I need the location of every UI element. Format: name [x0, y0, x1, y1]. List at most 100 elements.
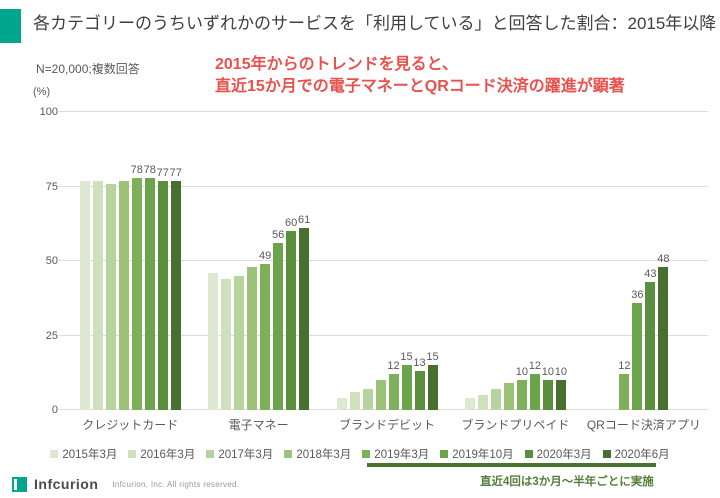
- bar-value-label: 13: [413, 357, 426, 370]
- legend-marker: [50, 450, 59, 458]
- bar-value-label: 12: [528, 360, 542, 373]
- bar-slot: 12: [528, 112, 542, 410]
- gridline: [59, 111, 708, 112]
- bar: [349, 392, 360, 410]
- category-label: 電子マネー: [228, 418, 289, 432]
- bar: [658, 266, 669, 410]
- bar: [247, 266, 258, 410]
- bar: [645, 281, 656, 410]
- y-axis-tick-label: 50: [45, 255, 58, 267]
- bar-value-label: 77: [169, 166, 182, 179]
- x-axis: クレジットカード 電子マネー ブランドデビット ブランドプリペイド QRコード決済アプリ: [66, 416, 708, 433]
- bar-value-label: 60: [284, 217, 298, 230]
- bar: [208, 272, 219, 410]
- bar: [299, 228, 310, 410]
- bar: [490, 389, 501, 410]
- bar-value-label: 56: [271, 229, 285, 242]
- y-axis-tick-label: 100: [39, 106, 58, 118]
- bar: [401, 365, 412, 410]
- bar: [555, 380, 566, 410]
- bar-value-label: 12: [618, 360, 631, 373]
- legend-item: 2015年3月: [50, 446, 117, 462]
- bar-group: 49 56 60 61: [194, 112, 322, 410]
- bar: [144, 177, 155, 410]
- legend-marker: [362, 450, 371, 458]
- legend-item: 2016年3月: [128, 446, 195, 462]
- bar-slot: 77: [156, 112, 169, 410]
- bar-slot: 15: [426, 112, 439, 410]
- bar-value-label: 49: [258, 249, 272, 262]
- legend-label: 2020年6月: [614, 449, 670, 461]
- bar-value-label: 15: [426, 351, 439, 364]
- bar: [632, 302, 643, 410]
- bar-value-label: 10: [554, 366, 568, 379]
- title-accent-square: [0, 9, 21, 43]
- bar: [273, 243, 284, 410]
- bar-value-label: 15: [400, 351, 413, 364]
- bar-slot: [349, 112, 360, 410]
- legend-label: 2016年3月: [140, 449, 196, 461]
- legend-item: 2017年3月: [206, 446, 273, 462]
- bar-value-label: 78: [143, 163, 156, 176]
- bar: [414, 371, 425, 410]
- legend-marker: [524, 450, 533, 458]
- bar: [221, 278, 232, 410]
- legend-marker: [206, 450, 215, 458]
- legend-item: 2019年3月: [362, 446, 429, 462]
- sample-size-note: N=20,000;複数回答: [36, 62, 140, 76]
- bar-slot: 43: [644, 112, 657, 410]
- bar-slot: 48: [657, 112, 670, 410]
- copyright-text: Infcurion, Inc. All rights reserved.: [112, 479, 240, 489]
- legend-label: 2019年3月: [374, 449, 430, 461]
- y-axis-tick-label: 25: [45, 329, 58, 342]
- bar: [79, 180, 90, 410]
- bar: [92, 180, 103, 410]
- bar-slot: 61: [298, 112, 310, 410]
- y-axis: 0 25 50 75 100: [0, 106, 58, 416]
- recent-surveys-note: 直近4回は3か月～半年ごとに実施: [480, 476, 654, 488]
- bar-value-label: 43: [644, 267, 657, 280]
- bar-slot: 10: [554, 112, 568, 410]
- gridline: [59, 334, 708, 336]
- y-axis-tick-label: 75: [45, 180, 58, 193]
- bar: [375, 380, 386, 410]
- bar-slot: [464, 112, 475, 410]
- legend-item: 2020年3月: [524, 446, 592, 462]
- bar: [131, 177, 142, 410]
- legend-marker: [440, 450, 449, 458]
- bar-value-label: 36: [631, 288, 644, 301]
- bar: [234, 275, 245, 410]
- category-label: ブランドプリペイド: [461, 418, 570, 432]
- legend-label: 2015年3月: [62, 449, 118, 461]
- bar: [260, 263, 271, 410]
- bar-value-label: 12: [387, 360, 400, 373]
- trend-annotation: 2015年からのトレンドを見ると、 直近15か月での電子マネーとQRコード決済の…: [215, 54, 625, 97]
- legend-label: 2018年3月: [296, 449, 352, 461]
- bar: [529, 374, 540, 410]
- bar-value-label: 77: [156, 166, 169, 179]
- recent-surveys-underline: [367, 463, 656, 467]
- infcurion-logo-icon: [12, 476, 27, 492]
- bar: [477, 395, 488, 410]
- bar-slot: [234, 112, 245, 410]
- bar-group: 10 12 10 10: [451, 112, 579, 410]
- bar: [286, 231, 297, 410]
- bar: [619, 374, 630, 410]
- bar-slot: 78: [131, 112, 143, 410]
- trend-annotation-line2: 直近15か月での電子マネーとQRコード決済の躍進が顕著: [215, 77, 625, 95]
- bar-slot: 13: [413, 112, 426, 410]
- bar-slot: [208, 112, 219, 410]
- category-label: クレジットカード: [82, 418, 179, 432]
- bar-value-label: 10: [515, 366, 529, 379]
- bar-slot: 10: [542, 112, 554, 410]
- bar-slot: 78: [143, 112, 156, 410]
- bar-slot: [375, 112, 386, 410]
- legend-item: 2020年6月: [602, 446, 670, 462]
- legend-label: 2017年3月: [218, 449, 274, 461]
- gridline: [59, 260, 708, 261]
- bar-slot: 60: [284, 112, 298, 410]
- trend-annotation-line1: 2015年からのトレンドを見ると、: [215, 56, 458, 73]
- bar-slot: 77: [169, 112, 182, 410]
- bar-value-label: 48: [657, 252, 670, 265]
